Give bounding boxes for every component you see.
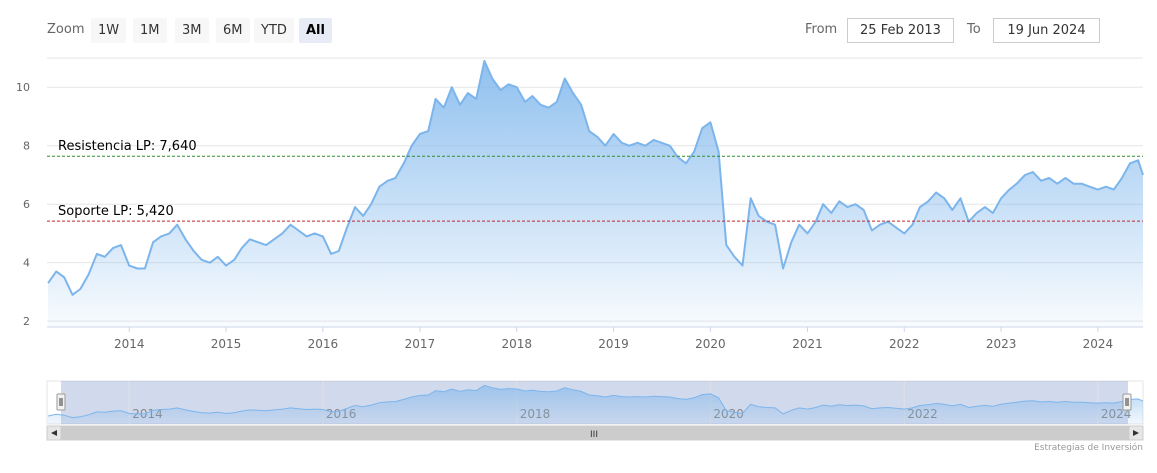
x-tick-label: 2014: [114, 337, 145, 351]
from-date-input[interactable]: 25 Feb 2013: [847, 18, 954, 43]
y-tick-label: 2: [23, 315, 30, 328]
x-tick-label: 2022: [889, 337, 920, 351]
y-tick-label: 8: [23, 140, 30, 153]
navigator-line: [47, 384, 1144, 419]
resistance-label: Resistencia LP: 7,640: [58, 139, 197, 154]
x-tick-label: 2024: [1083, 337, 1114, 351]
x-tick-label: 2016: [308, 337, 339, 351]
navigator-area: [48, 385, 1144, 424]
to-date-input[interactable]: 19 Jun 2024: [993, 18, 1100, 43]
price-area: [48, 60, 1144, 328]
price-line: [47, 59, 1144, 296]
y-tick-label: 10: [16, 81, 30, 94]
x-tick-label: 2020: [695, 337, 726, 351]
x-tick-label: 2018: [501, 337, 532, 351]
scroll-left-arrow[interactable]: [46, 425, 62, 441]
credit-text[interactable]: Estrategias de Inversión: [1034, 443, 1143, 453]
to-label: To: [967, 22, 981, 37]
zoom-1w-button[interactable]: 1W: [91, 18, 127, 43]
navigator-left-handle[interactable]: [56, 393, 66, 411]
x-tick-label: 2015: [211, 337, 242, 351]
zoom-label: Zoom: [47, 22, 85, 37]
x-tick-label: 2017: [405, 337, 436, 351]
zoom-all-button[interactable]: All: [299, 18, 332, 43]
zoom-ytd-button[interactable]: YTD: [254, 18, 294, 43]
y-tick-label: 4: [23, 257, 30, 270]
zoom-1m-button[interactable]: 1M: [133, 18, 167, 43]
x-tick-label: 2019: [598, 337, 629, 351]
scrollbar-grip[interactable]: III: [590, 430, 598, 440]
scroll-right-arrow[interactable]: [1128, 425, 1144, 441]
zoom-3m-button[interactable]: 3M: [175, 18, 209, 43]
x-tick-label: 2023: [986, 337, 1017, 351]
from-label: From: [805, 22, 838, 37]
x-tick-label: 2021: [792, 337, 823, 351]
navigator-right-handle[interactable]: [1122, 393, 1132, 411]
zoom-6m-button[interactable]: 6M: [216, 18, 250, 43]
support-label: Soporte LP: 5,420: [58, 204, 174, 219]
y-tick-label: 6: [23, 198, 30, 211]
